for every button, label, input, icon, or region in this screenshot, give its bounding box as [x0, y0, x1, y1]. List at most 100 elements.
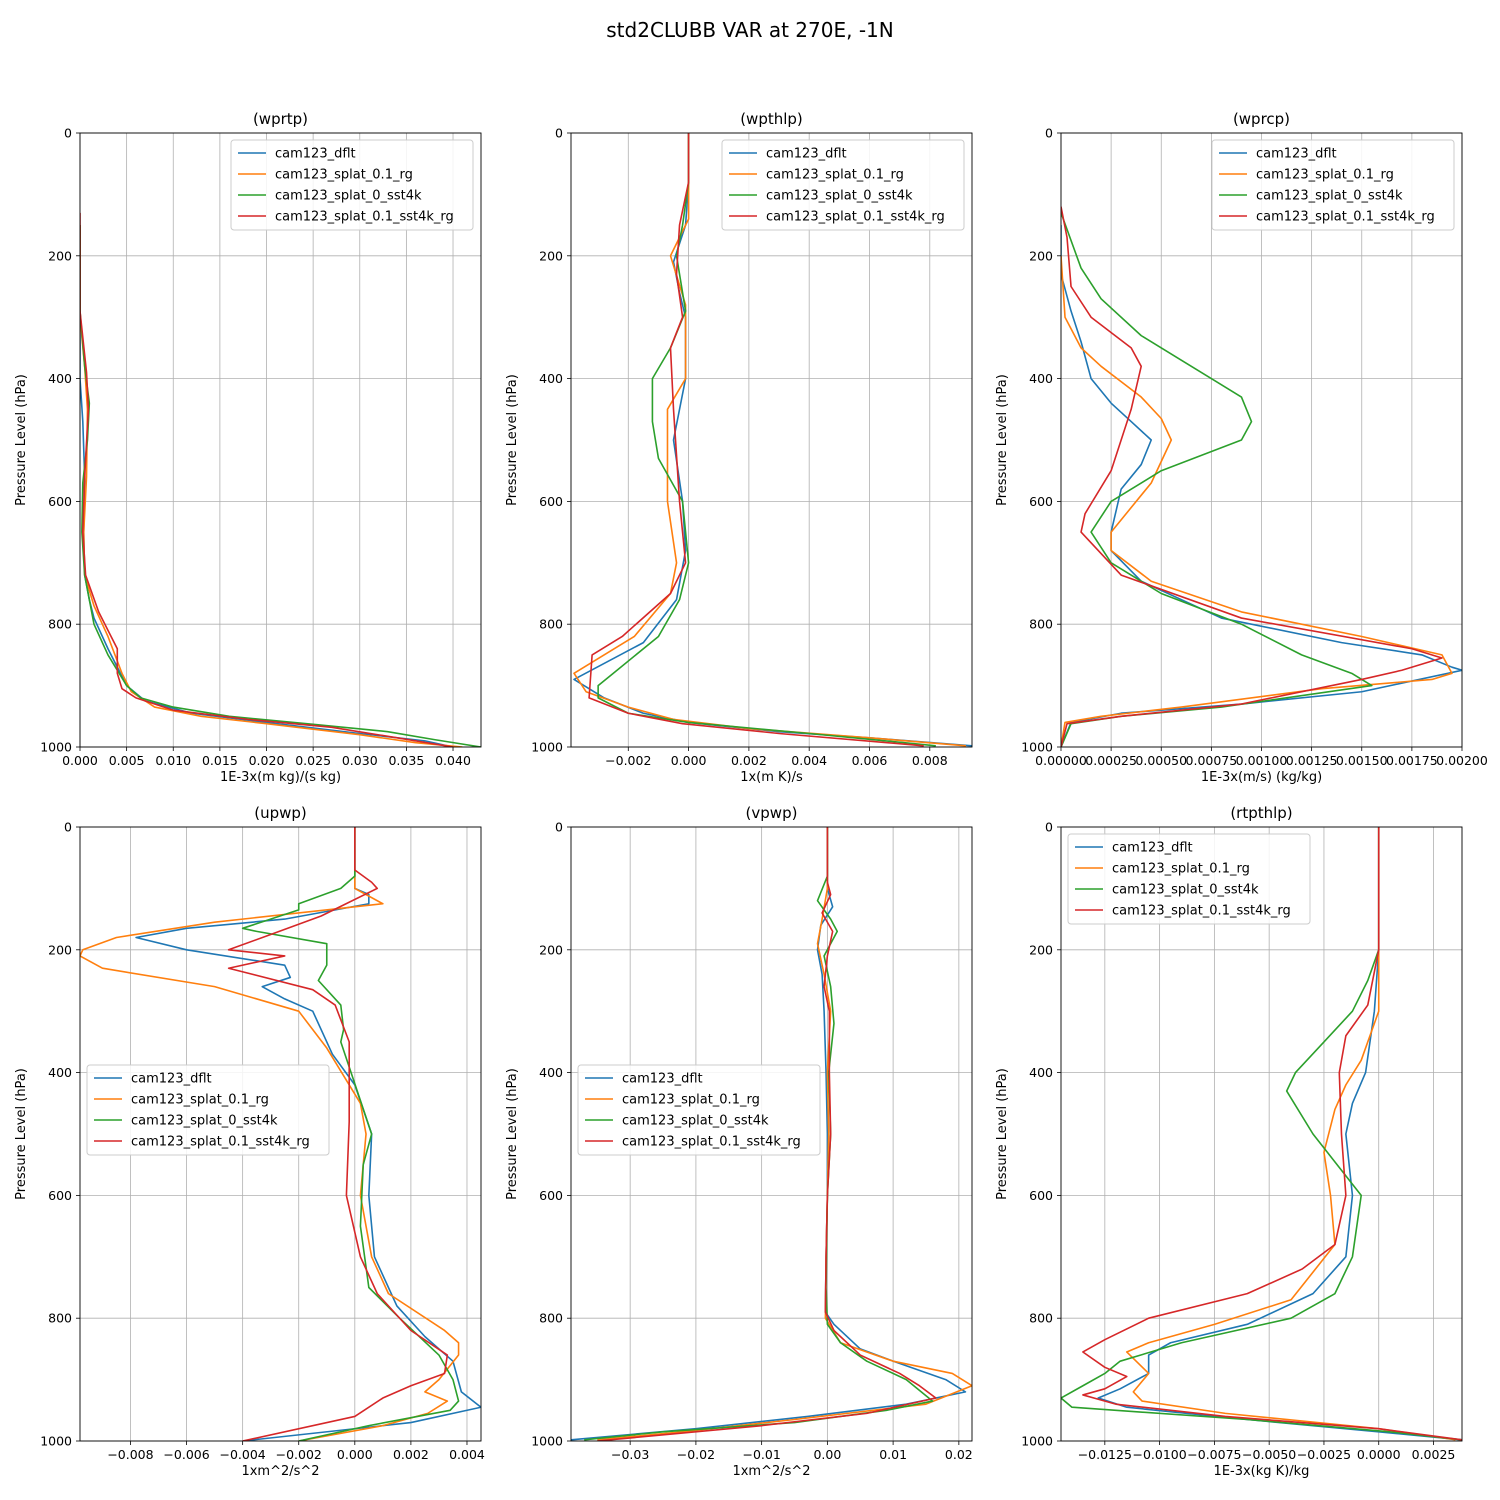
legend: cam123_dflt cam123_splat_0.1_rg cam123_spl… — [721, 139, 965, 231]
legend-box — [1211, 139, 1455, 231]
x-tick-label: −0.008 — [107, 1447, 153, 1462]
x-tick-label: 0.035 — [388, 753, 424, 768]
x-tick-label: 0.005 — [109, 753, 145, 768]
x-tick-label: 0.000 — [337, 1447, 373, 1462]
y-tick-label: 800 — [48, 617, 72, 632]
y-tick-label: 800 — [539, 617, 563, 632]
x-tick-label: −0.0100 — [1132, 1447, 1186, 1462]
y-tick-label: 400 — [48, 1065, 72, 1080]
series-line-cam123_dflt — [1097, 827, 1462, 1441]
y-axis-label: Pressure Level (hPa) — [14, 374, 29, 506]
series-line-cam123_splat_0.1_rg — [1125, 827, 1456, 1441]
x-tick-label: 0.00075 — [1186, 753, 1238, 768]
axes-frame — [1060, 826, 1463, 1442]
legend: cam123_dflt cam123_splat_0.1_rg cam123_spl… — [1211, 139, 1455, 231]
x-tick-label: 0.006 — [852, 753, 888, 768]
legend-entry: cam123_dflt — [1256, 147, 1337, 162]
x-tick-label: 0.010 — [155, 753, 191, 768]
y-tick-label: 600 — [48, 1188, 72, 1203]
subplot-wpthlp: −0.002 0.000 0.002 0.004 0.006 0.008 0 200 400 60… — [505, 110, 973, 785]
legend-box — [230, 139, 474, 231]
y-tick-label: 400 — [1029, 1065, 1053, 1080]
subplot-upwp: −0.008 −0.006 −0.004 −0.002 0.000 0.002 0.004 0… — [14, 804, 485, 1479]
series-line-cam123_splat_0.1_sst4k_rg — [80, 212, 454, 747]
legend: cam123_dflt cam123_splat_0.1_rg cam123_spl… — [86, 1064, 330, 1156]
y-tick-label: 200 — [539, 248, 563, 263]
legend-entry: cam123_splat_0.1_sst4k_rg — [766, 210, 945, 225]
series-line-cam123_splat_0.1_rg — [80, 827, 460, 1441]
y-tick-label: 0 — [1045, 126, 1053, 141]
legend-box — [577, 1064, 821, 1156]
y-axis-label: Pressure Level (hPa) — [505, 1068, 520, 1200]
y-tick-label: 400 — [539, 1065, 563, 1080]
legend-entry: cam123_splat_0_sst4k — [275, 189, 422, 204]
x-tick-label: 0.030 — [342, 753, 378, 768]
x-tick-label: −0.006 — [163, 1447, 209, 1462]
x-axis-label: 1E-3x(m/s) (kg/kg) — [1201, 770, 1322, 785]
legend-entry: cam123_splat_0.1_rg — [1256, 168, 1394, 183]
x-tick-label: 0.00 — [813, 1447, 841, 1462]
subplot-title: (rtpthlp) — [1230, 804, 1292, 822]
series-line-cam123_splat_0.1_sst4k_rg — [1061, 206, 1443, 747]
x-tick-label: −0.0075 — [1187, 1447, 1241, 1462]
legend-entry: cam123_splat_0.1_sst4k_rg — [1256, 210, 1435, 225]
x-tick-label: 0.00200 — [1436, 753, 1488, 768]
legend-entry: cam123_splat_0.1_rg — [766, 168, 904, 183]
y-tick-label: 1000 — [1021, 1434, 1053, 1449]
legend-box — [86, 1064, 330, 1156]
subplot-vpwp: −0.03 −0.02 −0.01 0.00 0.01 0.02 0 200 400 600 800… — [505, 804, 973, 1479]
subplot-title: (vpwp) — [746, 804, 798, 822]
legend-entry: cam123_dflt — [1112, 841, 1193, 856]
y-tick-label: 1000 — [40, 1434, 72, 1449]
x-axis-label: 1xm^2/s^2 — [241, 1464, 319, 1479]
legend-entry: cam123_splat_0.1_rg — [622, 1093, 760, 1108]
legend: cam123_dflt cam123_splat_0.1_rg cam123_spl… — [577, 1064, 821, 1156]
x-tick-label: 0.020 — [249, 753, 285, 768]
x-tick-label: 0.0025 — [1412, 1447, 1456, 1462]
x-tick-label: 0.00150 — [1336, 753, 1388, 768]
subplot-title: (wprcp) — [1233, 110, 1290, 128]
series-line-cam123_splat_0_sst4k — [1061, 212, 1373, 747]
series-line-cam123_splat_0.1_sst4k_rg — [597, 827, 937, 1441]
subplot-title: (wprtp) — [253, 110, 308, 128]
series-line-cam123_dflt — [80, 225, 454, 747]
series-line-cam123_splat_0.1_sst4k_rg — [1082, 827, 1462, 1441]
y-tick-label: 200 — [48, 942, 72, 957]
legend-entry: cam123_splat_0.1_sst4k_rg — [1112, 904, 1291, 919]
y-tick-label: 1000 — [531, 1434, 563, 1449]
y-axis-label: Pressure Level (hPa) — [14, 1068, 29, 1200]
y-tick-label: 0 — [555, 126, 563, 141]
x-tick-label: −0.002 — [276, 1447, 322, 1462]
series-line-cam123_splat_0.1_sst4k_rg — [588, 133, 924, 747]
legend-entry: cam123_splat_0.1_sst4k_rg — [622, 1135, 801, 1150]
x-tick-label: −0.0050 — [1242, 1447, 1296, 1462]
subplot-wprcp: 0.000000.000250.000500.000750.001000.001… — [995, 110, 1488, 785]
legend-entry: cam123_dflt — [766, 147, 847, 162]
x-tick-label: 0.00175 — [1386, 753, 1438, 768]
series-line-cam123_splat_0.1_rg — [1061, 255, 1453, 747]
x-tick-label: 0.025 — [295, 753, 331, 768]
series-line-cam123_splat_0.1_rg — [573, 133, 967, 747]
y-axis-label: Pressure Level (hPa) — [995, 1068, 1010, 1200]
x-tick-label: −0.0125 — [1078, 1447, 1132, 1462]
axes-frame — [570, 826, 973, 1442]
x-tick-label: −0.02 — [677, 1447, 715, 1462]
x-tick-label: 0.02 — [945, 1447, 973, 1462]
x-axis-label: 1E-3x(m kg)/(s kg) — [220, 770, 341, 785]
y-tick-label: 600 — [1029, 1188, 1053, 1203]
x-tick-label: 0.015 — [202, 753, 238, 768]
x-tick-label: −0.03 — [611, 1447, 649, 1462]
x-tick-label: 0.002 — [393, 1447, 429, 1462]
series-line-cam123_splat_0_sst4k — [241, 827, 460, 1441]
legend-entry: cam123_dflt — [131, 1072, 212, 1087]
y-tick-label: 0 — [1045, 820, 1053, 835]
y-tick-label: 200 — [48, 248, 72, 263]
x-tick-label: 0.008 — [912, 753, 948, 768]
legend-entry: cam123_dflt — [622, 1072, 703, 1087]
x-tick-label: 0.000 — [62, 753, 98, 768]
x-tick-label: 0.040 — [435, 753, 471, 768]
x-axis-label: 1x(m K)/s — [740, 770, 803, 785]
y-tick-label: 400 — [48, 371, 72, 386]
x-tick-label: 0.002 — [731, 753, 767, 768]
